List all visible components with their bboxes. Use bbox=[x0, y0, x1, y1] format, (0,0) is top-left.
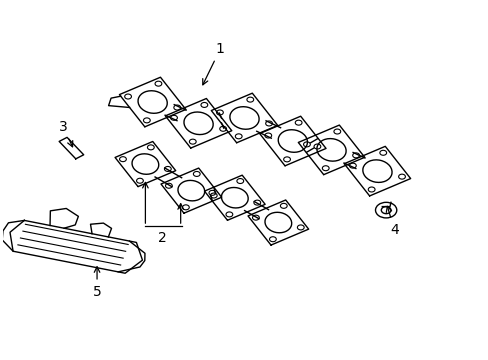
Text: 4: 4 bbox=[386, 206, 398, 237]
Text: 3: 3 bbox=[59, 120, 73, 147]
Text: 1: 1 bbox=[203, 42, 224, 85]
Text: 5: 5 bbox=[93, 267, 101, 299]
Text: 2: 2 bbox=[158, 231, 166, 246]
